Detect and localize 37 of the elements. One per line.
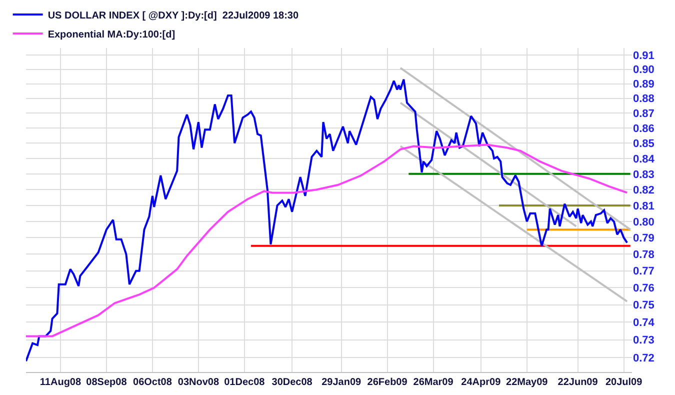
y-tick-label: 0.76 <box>633 282 654 295</box>
x-tick-label: 03Nov08 <box>178 377 220 388</box>
y-tick-label: 0.91 <box>633 50 654 62</box>
line-series <box>26 144 628 338</box>
y-tick-label: 0.84 <box>633 153 656 166</box>
x-tick-label: 26Feb09 <box>367 377 408 388</box>
y-tick-label: 0.90 <box>633 64 654 76</box>
x-tick-label: 22May09 <box>506 377 548 388</box>
y-tick-label: 0.89 <box>633 78 654 91</box>
x-tick-label: 08Sep08 <box>86 377 128 388</box>
legend-label: Exponential MA:Dy:100:[d] <box>48 29 176 40</box>
y-tick-label: 0.80 <box>633 216 654 228</box>
y-tick-label: 0.81 <box>633 200 654 212</box>
x-tick-label: 01Dec08 <box>224 377 266 388</box>
x-tick-label: 24Apr09 <box>461 377 502 388</box>
x-tick-label: 22Jun09 <box>558 377 598 388</box>
y-tick-label: 0.78 <box>633 249 654 262</box>
y-tick-label: 0.86 <box>633 122 654 135</box>
y-tick-label: 0.73 <box>633 334 654 347</box>
line-series <box>26 78 628 362</box>
y-tick-label: 0.74 <box>633 317 656 330</box>
x-tick-label: 29Jan09 <box>322 377 362 388</box>
y-tick-label: 0.75 <box>633 300 654 312</box>
x-tick-label: 11Aug08 <box>40 377 82 388</box>
y-tick-label: 0.83 <box>633 168 654 181</box>
legend-label: US DOLLAR INDEX [ @DXY ]:Dy:[d] 22Jul2009 18:30 <box>48 10 299 22</box>
y-tick-label: 0.85 <box>633 138 654 150</box>
y-tick-label: 0.77 <box>633 266 654 278</box>
y-tick-label: 0.72 <box>633 352 654 364</box>
x-tick-label: 26Mar09 <box>413 377 454 388</box>
y-tick-label: 0.88 <box>633 93 654 106</box>
x-tick-label: 06Oct08 <box>133 377 172 388</box>
y-tick-label: 0.82 <box>633 184 654 196</box>
y-tick-label: 0.79 <box>633 232 654 245</box>
y-tick-label: 0.87 <box>633 108 654 120</box>
x-tick-label: 30Dec08 <box>272 377 313 388</box>
x-tick-label: 20Jul09 <box>605 377 643 388</box>
